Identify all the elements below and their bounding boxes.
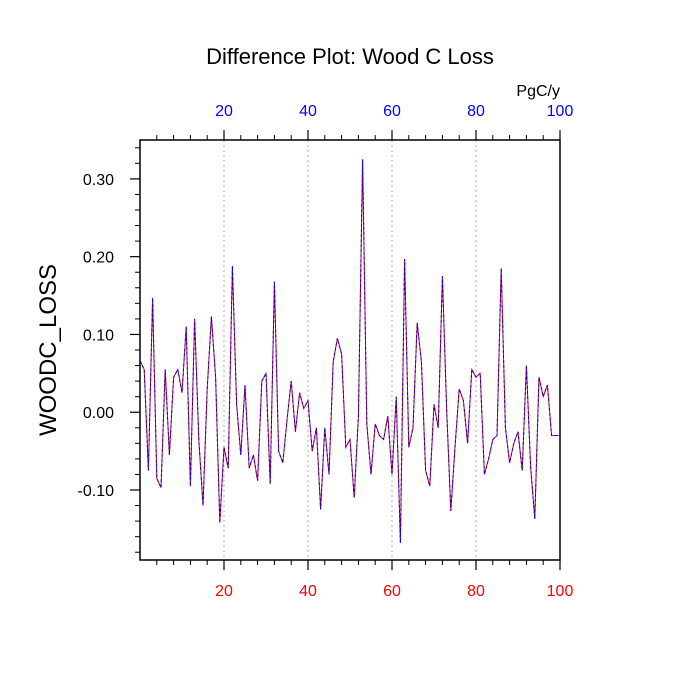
y-axis-label: WOODC_LOSS xyxy=(35,264,62,436)
x-tick-label: 60 xyxy=(383,583,401,600)
x-tick-label-top: 40 xyxy=(299,103,317,120)
x-tick-label-top: 60 xyxy=(383,103,401,120)
y-tick-label: 0.20 xyxy=(83,250,114,267)
x-tick-label-top: 100 xyxy=(547,103,574,120)
x-tick-label: 80 xyxy=(467,583,485,600)
gridlines xyxy=(223,140,477,560)
chart-title: Difference Plot: Wood C Loss xyxy=(206,44,494,69)
x-tick-label: 20 xyxy=(215,583,233,600)
x-tick-label: 40 xyxy=(299,583,317,600)
series-line-blue xyxy=(139,159,560,543)
data-series xyxy=(139,159,560,543)
series-line-red xyxy=(139,159,560,543)
y-tick-label: 0.10 xyxy=(83,327,114,344)
y-tick-label: -0.10 xyxy=(78,483,115,500)
y-tick-label: 0.00 xyxy=(83,405,114,422)
axes: 20 20 40 40 60 60 80 80 100 100 0.30 0.20 0.10 0.00 -0… xyxy=(78,103,574,600)
y-tick-label: 0.30 xyxy=(83,172,114,189)
x-tick-label: 100 xyxy=(547,583,574,600)
top-axis-unit-label: PgC/y xyxy=(516,83,560,100)
x-tick-label-top: 80 xyxy=(467,103,485,120)
x-tick-label-top: 20 xyxy=(215,103,233,120)
